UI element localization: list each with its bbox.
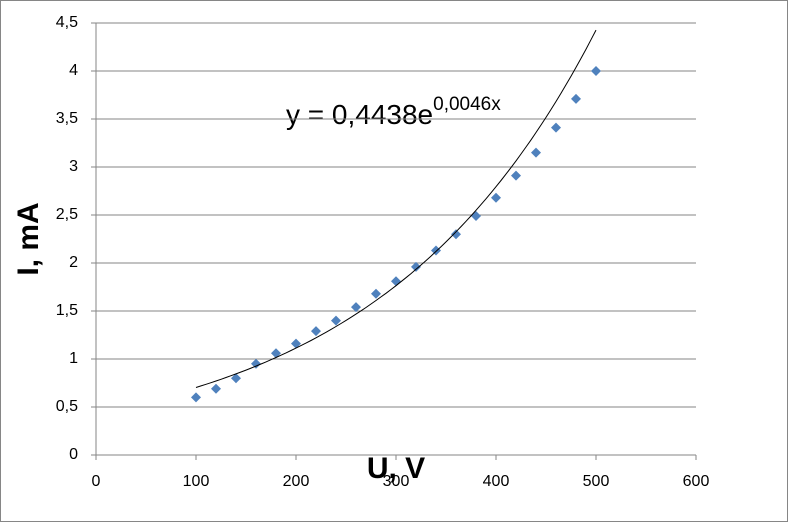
data-point [551, 122, 561, 133]
y-axis-label: I, mA [12, 202, 45, 275]
x-tick-label: 300 [383, 473, 410, 490]
y-tick-label: 2,5 [56, 206, 78, 223]
x-tick-label: 500 [583, 473, 610, 490]
data-point [491, 192, 501, 203]
x-tick-label: 400 [483, 473, 510, 490]
y-tick-label: 4,5 [56, 14, 78, 31]
data-point [531, 147, 541, 158]
data-point [211, 383, 221, 394]
data-point [191, 392, 201, 403]
data-point [451, 229, 461, 240]
trendline-equation: y = 0,4438e0,0046x [286, 94, 501, 130]
data-point [351, 302, 361, 313]
data-point [331, 315, 341, 326]
x-tick-label: 200 [283, 473, 310, 490]
data-point [511, 170, 521, 181]
data-point [251, 358, 261, 369]
y-tick-label: 2 [69, 254, 78, 271]
data-point [291, 338, 301, 349]
equation-exponent: 0,0046x [433, 94, 501, 115]
y-tick-label: 0 [69, 446, 78, 463]
data-point [271, 348, 281, 359]
trendline [195, 29, 597, 388]
data-point [231, 373, 241, 384]
y-tick-label: 0,5 [56, 398, 78, 415]
data-point [411, 261, 421, 272]
y-tick-label: 4 [69, 62, 78, 79]
equation-base: y = 0,4438e [286, 99, 433, 130]
data-point [371, 288, 381, 299]
x-tick-label: 0 [92, 473, 101, 490]
data-point [591, 66, 601, 76]
y-tick-label: 1,5 [56, 302, 78, 319]
y-tick-label: 3,5 [56, 110, 78, 127]
x-tick-label: 600 [683, 473, 710, 490]
y-tick-label: 3 [69, 158, 78, 175]
data-point [571, 93, 581, 104]
y-tick-label: 1 [69, 350, 78, 367]
data-point [311, 326, 321, 337]
data-point [431, 245, 441, 256]
x-tick-label: 100 [183, 473, 210, 490]
